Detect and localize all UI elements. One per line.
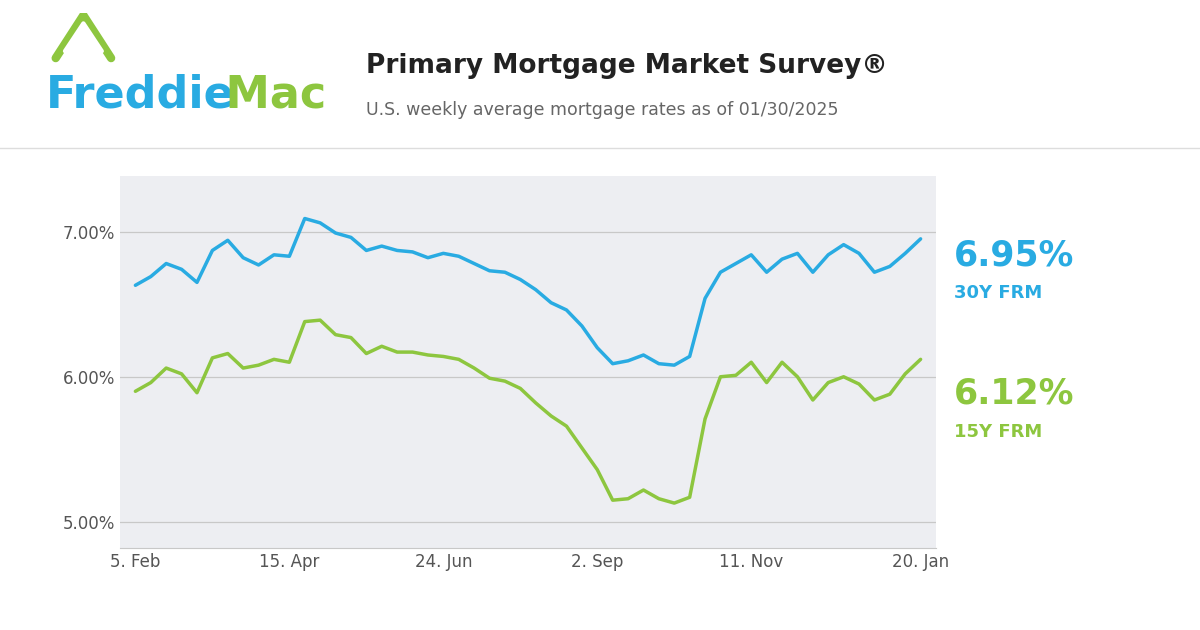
Text: Freddie: Freddie: [46, 73, 234, 116]
Text: 30Y FRM: 30Y FRM: [954, 284, 1043, 302]
Text: 6.95%: 6.95%: [954, 238, 1074, 272]
Text: Primary Mortgage Market Survey®: Primary Mortgage Market Survey®: [366, 53, 888, 79]
Text: U.S. weekly average mortgage rates as of 01/30/2025: U.S. weekly average mortgage rates as of…: [366, 101, 839, 119]
Text: 6.12%: 6.12%: [954, 377, 1074, 411]
Text: 15Y FRM: 15Y FRM: [954, 423, 1043, 440]
Text: Mac: Mac: [210, 73, 326, 116]
